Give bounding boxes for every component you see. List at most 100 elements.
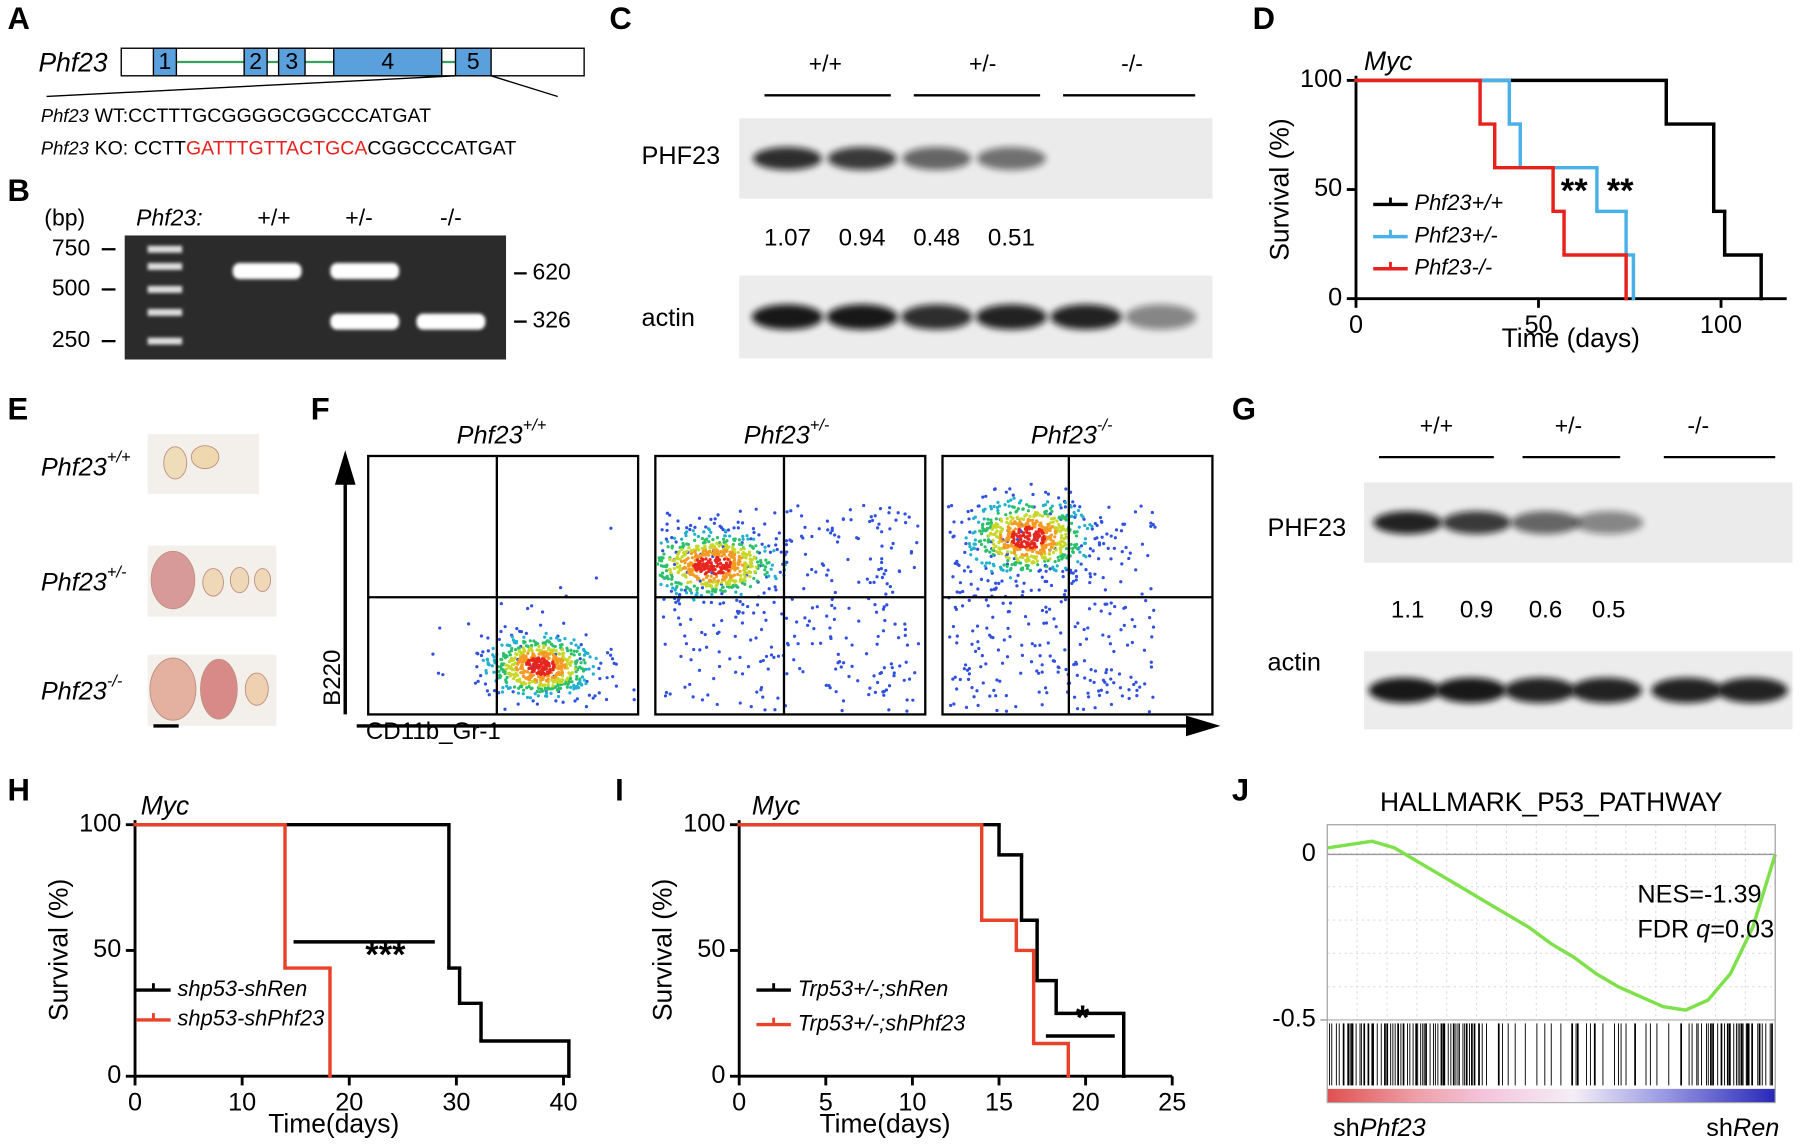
event-dot <box>1008 487 1012 491</box>
event-dot <box>1016 507 1021 511</box>
x-tick-label: 100 <box>1700 311 1742 339</box>
event-dot <box>1032 538 1036 542</box>
event-dot <box>976 640 980 644</box>
event-dot <box>834 690 838 694</box>
event-dot <box>1059 506 1063 510</box>
event-dot <box>996 511 1000 515</box>
event-dot <box>1130 640 1134 645</box>
event-dot <box>533 677 537 682</box>
event-dot <box>898 664 902 668</box>
event-dot <box>984 598 988 602</box>
event-dot <box>543 694 548 698</box>
nes: NES=-1.39 <box>1637 881 1761 909</box>
event-dot <box>549 691 553 696</box>
event-dot <box>680 547 684 552</box>
event-dot <box>1071 549 1075 554</box>
event-dot <box>1038 568 1042 572</box>
event-dot <box>1046 641 1050 645</box>
event-dot <box>688 567 692 571</box>
event-dot <box>979 542 984 547</box>
event-dot <box>591 696 595 700</box>
event-dot <box>689 617 693 622</box>
event-dot <box>825 614 829 618</box>
event-dot <box>563 682 567 686</box>
event-dot <box>679 582 683 586</box>
event-dot <box>1014 510 1018 514</box>
event-dot <box>798 666 802 671</box>
event-dot <box>676 581 681 585</box>
event-dot <box>754 507 758 511</box>
event-dot <box>665 522 669 526</box>
significance: ** <box>1607 172 1634 210</box>
panel-label: E <box>8 391 29 426</box>
event-dot <box>911 698 915 702</box>
event-dot <box>664 537 668 541</box>
event-dot <box>883 618 887 623</box>
event-dot <box>1005 520 1009 524</box>
event-dot <box>864 652 869 656</box>
event-dot <box>479 673 483 678</box>
event-dot <box>903 627 908 632</box>
event-dot <box>724 574 728 578</box>
event-dot <box>521 688 526 692</box>
event-dot <box>1064 518 1068 522</box>
event-dot <box>961 589 965 594</box>
event-dot <box>1033 525 1037 529</box>
event-dot <box>779 550 783 554</box>
event-dot <box>726 528 731 532</box>
event-dot <box>588 655 592 659</box>
event-dot <box>1144 598 1148 603</box>
band <box>752 147 822 170</box>
event-dot <box>1020 643 1024 647</box>
event-dot <box>976 547 980 551</box>
event-dot <box>759 560 763 565</box>
event-dot <box>769 653 774 657</box>
quantification: 1.07 <box>764 224 811 251</box>
event-dot <box>1051 520 1055 524</box>
event-dot <box>500 643 504 647</box>
event-dot <box>770 563 774 567</box>
event-dot <box>690 570 694 574</box>
event-dot <box>1020 653 1025 657</box>
event-dot <box>772 655 776 659</box>
event-dot <box>575 697 579 701</box>
event-dot <box>560 648 564 652</box>
event-dot <box>1035 669 1039 673</box>
band <box>751 304 824 330</box>
event-dot <box>1047 548 1052 552</box>
event-dot <box>875 575 879 579</box>
event-dot <box>841 661 846 665</box>
event-dot <box>1102 542 1106 546</box>
event-dot <box>718 565 722 569</box>
event-dot <box>1097 693 1102 697</box>
event-dot <box>565 676 570 680</box>
event-dot <box>1149 660 1153 664</box>
event-dot <box>1037 671 1041 675</box>
event-dot <box>1072 530 1077 534</box>
event-dot <box>877 522 881 526</box>
event-dot <box>881 629 886 633</box>
event-dot <box>709 517 713 522</box>
event-dot <box>1002 563 1006 567</box>
event-dot <box>441 673 445 677</box>
event-dot <box>513 648 518 652</box>
event-dot <box>1081 707 1086 711</box>
event-dot <box>1031 492 1035 497</box>
event-dot <box>988 694 992 698</box>
event-dot <box>745 534 749 538</box>
event-dot <box>692 584 697 588</box>
event-dot <box>740 552 745 556</box>
event-dot <box>769 567 773 571</box>
chart-title: Myc <box>1364 46 1412 76</box>
event-dot <box>677 616 681 620</box>
event-dot <box>1004 709 1009 713</box>
event-dot <box>533 692 537 696</box>
band <box>1504 677 1576 703</box>
event-dot <box>541 665 545 669</box>
event-dot <box>1083 676 1087 680</box>
event-dot <box>1061 524 1065 528</box>
event-dot <box>902 678 906 682</box>
y-axis-label: Survival (%) <box>1264 118 1294 260</box>
event-dot <box>706 693 710 697</box>
